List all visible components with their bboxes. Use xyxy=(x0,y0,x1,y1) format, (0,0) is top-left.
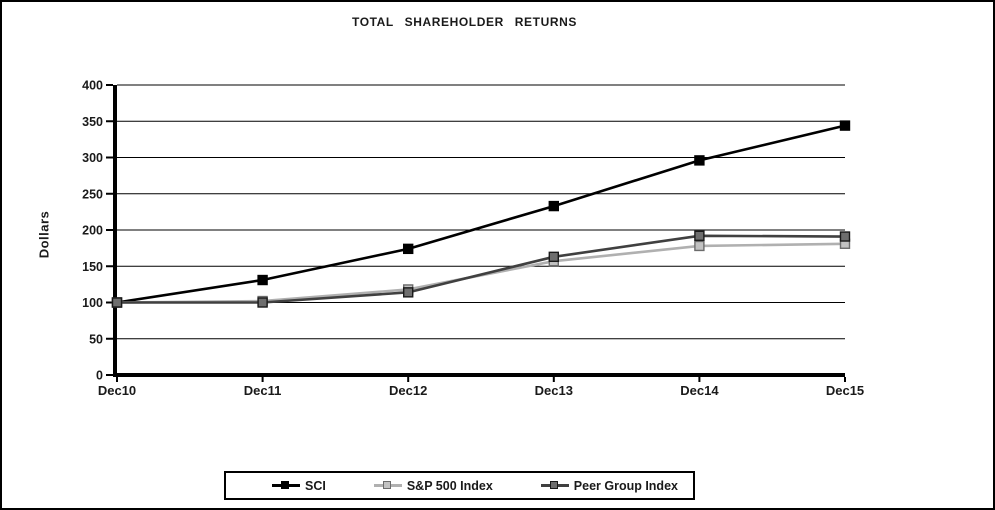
series-marker-0 xyxy=(403,243,414,255)
series-marker-2 xyxy=(694,230,705,242)
legend-swatch-0 xyxy=(272,481,300,490)
x-tick xyxy=(407,377,410,382)
series-marker-0 xyxy=(839,120,851,131)
x-tick-label: Dec13 xyxy=(535,383,573,398)
series-line-2 xyxy=(117,234,846,304)
legend-label-2: Peer Group Index xyxy=(573,478,678,493)
chart-title: TOTAL SHAREHOLDER RETURNS xyxy=(351,15,577,29)
x-tick xyxy=(261,377,264,382)
legend-swatch-2 xyxy=(540,481,569,490)
series-marker-1 xyxy=(694,240,705,252)
y-tick xyxy=(106,156,113,159)
y-tick-label: 150 xyxy=(82,260,103,274)
legend-swatch-1 xyxy=(373,481,402,490)
y-tick-label: 50 xyxy=(89,332,103,346)
series-marker-0 xyxy=(548,200,559,212)
x-tick xyxy=(698,377,701,382)
y-tick xyxy=(106,229,113,231)
x-axis-line xyxy=(113,373,845,377)
legend-item-2: Peer Group Index xyxy=(540,478,678,493)
y-tick xyxy=(106,374,113,376)
series-marker-0 xyxy=(694,155,705,166)
series-marker-2 xyxy=(257,297,268,308)
x-tick xyxy=(844,377,846,382)
y-tick xyxy=(106,337,113,340)
legend-item-0: SCI xyxy=(272,479,326,493)
series-marker-2 xyxy=(403,287,414,298)
y-tick-label: 100 xyxy=(82,296,103,310)
legend-item-1: S&P 500 Index xyxy=(373,478,493,493)
y-tick-label: 400 xyxy=(82,79,103,93)
y-tick xyxy=(106,84,113,86)
y-tick xyxy=(106,265,113,268)
x-tick xyxy=(552,377,555,382)
y-tick xyxy=(106,120,113,123)
series-marker-2 xyxy=(111,297,123,308)
series-marker-2 xyxy=(548,251,559,263)
x-tick-label: Dec15 xyxy=(826,383,864,398)
x-tick-label: Dec11 xyxy=(244,383,282,398)
x-tick-label: Dec14 xyxy=(680,383,719,398)
series-marker-0 xyxy=(257,274,268,286)
y-tick-label: 0 xyxy=(96,369,103,383)
y-axis-line xyxy=(113,85,117,377)
legend: SCI S&P 500 Index Peer Group Index xyxy=(224,471,695,500)
x-tick-label: Dec12 xyxy=(389,383,427,398)
y-tick-label: 250 xyxy=(82,187,103,201)
y-tick xyxy=(106,301,113,304)
series-marker-2 xyxy=(839,231,851,242)
y-tick-label: 300 xyxy=(82,151,103,165)
y-tick-label: 350 xyxy=(82,115,103,129)
legend-label-0: SCI xyxy=(305,478,326,493)
y-tick xyxy=(106,192,113,195)
x-tick-label: Dec10 xyxy=(98,383,136,398)
series-line-1 xyxy=(116,242,846,304)
x-tick xyxy=(116,377,118,382)
legend-label-1: S&P 500 Index xyxy=(406,478,493,493)
y-tick-label: 200 xyxy=(82,224,103,238)
series-line-0 xyxy=(116,124,846,304)
